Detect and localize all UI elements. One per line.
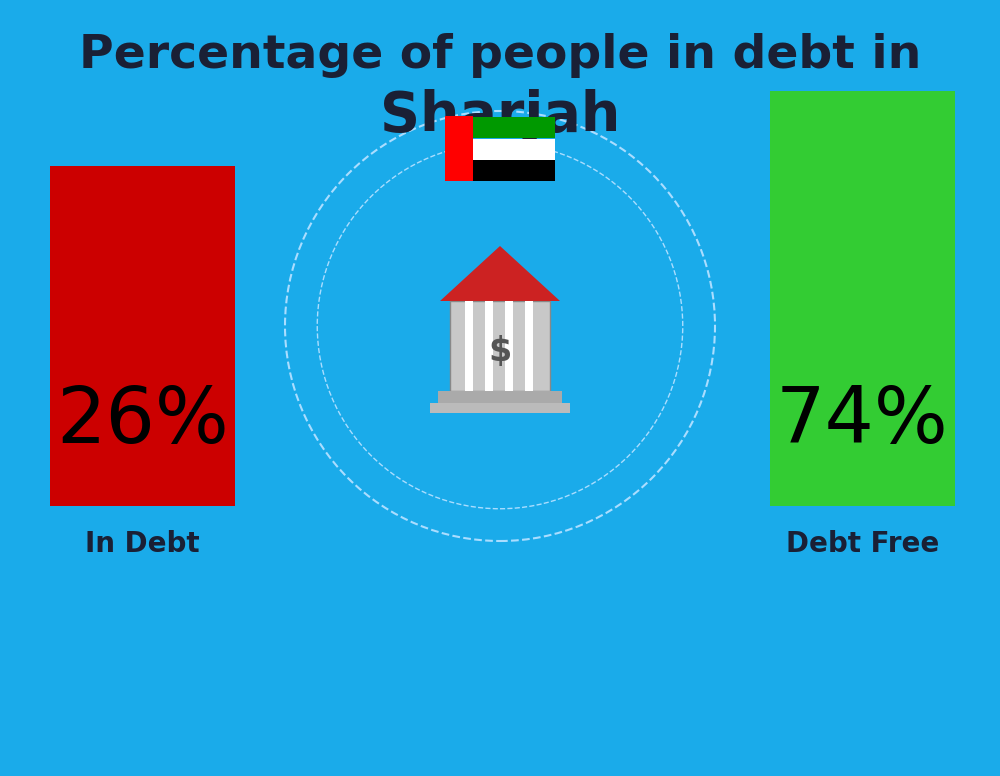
Bar <box>430 403 570 413</box>
Text: In Debt: In Debt <box>85 530 200 558</box>
Bar <box>465 301 473 391</box>
Bar <box>770 91 955 506</box>
Bar <box>473 160 555 181</box>
Text: 74%: 74% <box>776 383 949 459</box>
Bar <box>50 166 235 506</box>
Bar <box>473 117 555 138</box>
Text: Debt Free: Debt Free <box>786 530 939 558</box>
Bar <box>485 301 493 391</box>
Bar <box>445 116 473 181</box>
Text: Sharjah: Sharjah <box>380 89 620 143</box>
Bar <box>525 301 533 391</box>
Text: Percentage of people in debt in: Percentage of people in debt in <box>79 33 921 78</box>
Text: 26%: 26% <box>56 383 229 459</box>
Text: $: $ <box>488 334 512 368</box>
Bar <box>505 301 513 391</box>
Polygon shape <box>440 246 560 301</box>
Bar <box>450 301 550 391</box>
Bar <box>438 391 562 403</box>
Bar <box>473 139 555 160</box>
